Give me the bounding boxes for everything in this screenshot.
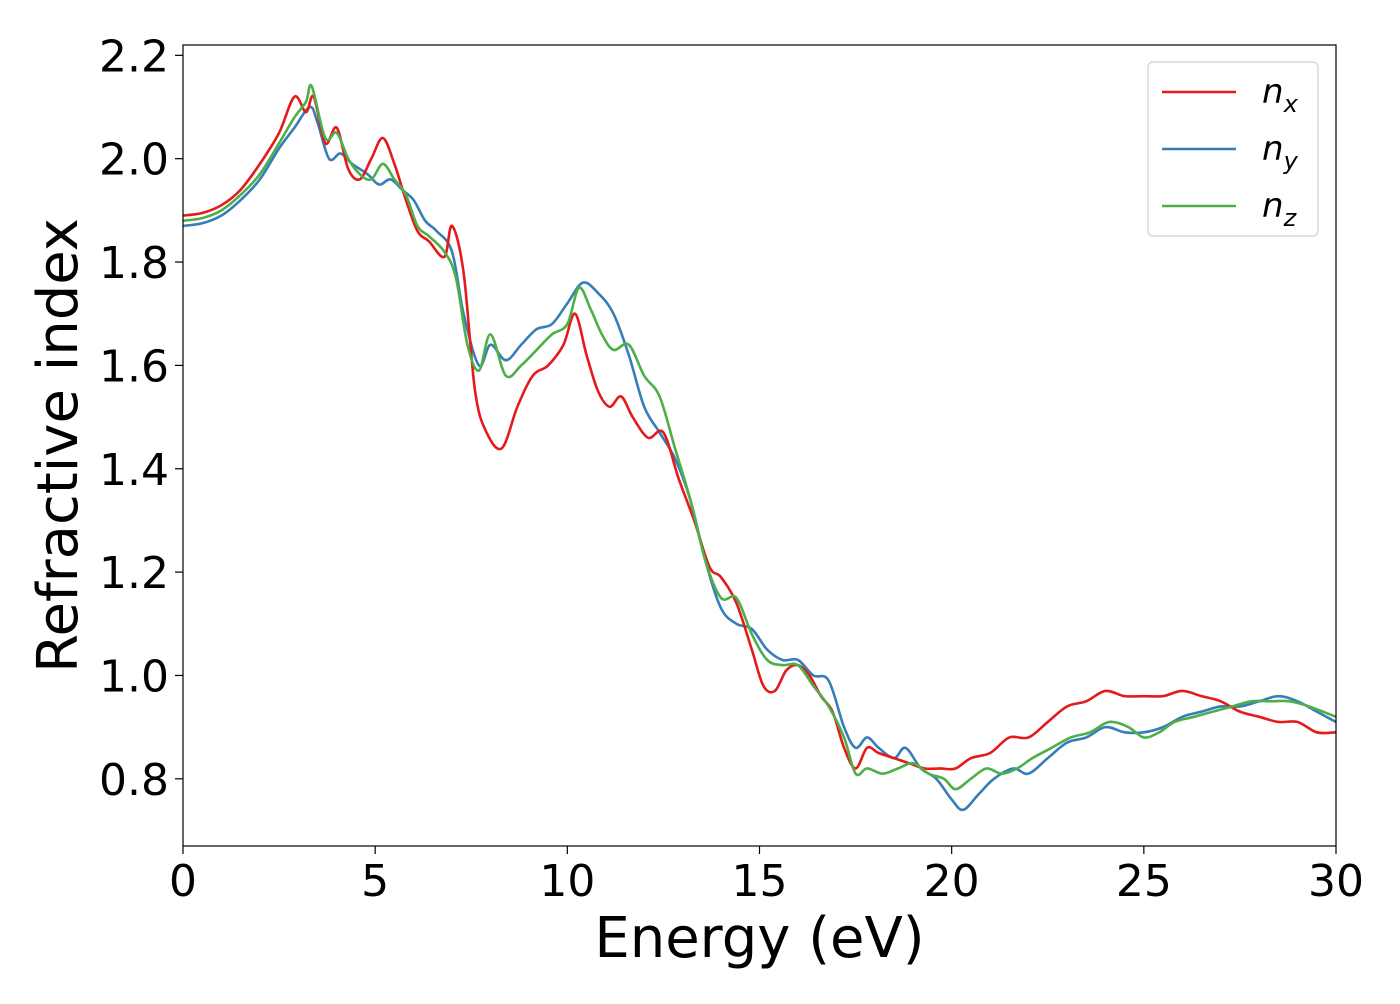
- x-tick-label: 10: [539, 856, 595, 907]
- y-tick-label: 1.4: [99, 445, 169, 496]
- y-axis-label: Refractive index: [26, 218, 91, 673]
- axes-layer: 0 5 10 15 20 25 30 0.8 1.0 1.2 1.4 1.6 1.8 2.0 2.2: [99, 31, 1364, 907]
- legend-label-x: nx: [1262, 72, 1299, 118]
- plot-layer: [183, 83, 1336, 812]
- x-tick-label: 15: [732, 856, 788, 907]
- x-tick-label: 0: [169, 856, 197, 907]
- y-tick-label: 1.0: [99, 651, 169, 702]
- y-tick-label: 1.6: [99, 341, 169, 392]
- y-tick-label: 1.8: [99, 238, 169, 289]
- y-tick-label: 2.2: [99, 31, 169, 82]
- series-line-z: [183, 83, 1336, 791]
- x-tick-label: 5: [361, 856, 389, 907]
- x-tick-label: 20: [924, 856, 980, 907]
- legend: nx ny nz: [1147, 61, 1319, 237]
- x-axis-label: Energy (eV): [594, 906, 924, 971]
- legend-label-y: ny: [1262, 129, 1299, 175]
- series-line-x: [183, 94, 1336, 771]
- y-tick-label: 2.0: [99, 135, 169, 186]
- y-tick-label: 1.2: [99, 548, 169, 599]
- x-tick-label: 30: [1308, 856, 1364, 907]
- series-line-y: [183, 105, 1336, 812]
- x-tick-label: 25: [1116, 856, 1172, 907]
- legend-label-z: nz: [1262, 186, 1298, 232]
- y-tick-label: 0.8: [99, 755, 169, 806]
